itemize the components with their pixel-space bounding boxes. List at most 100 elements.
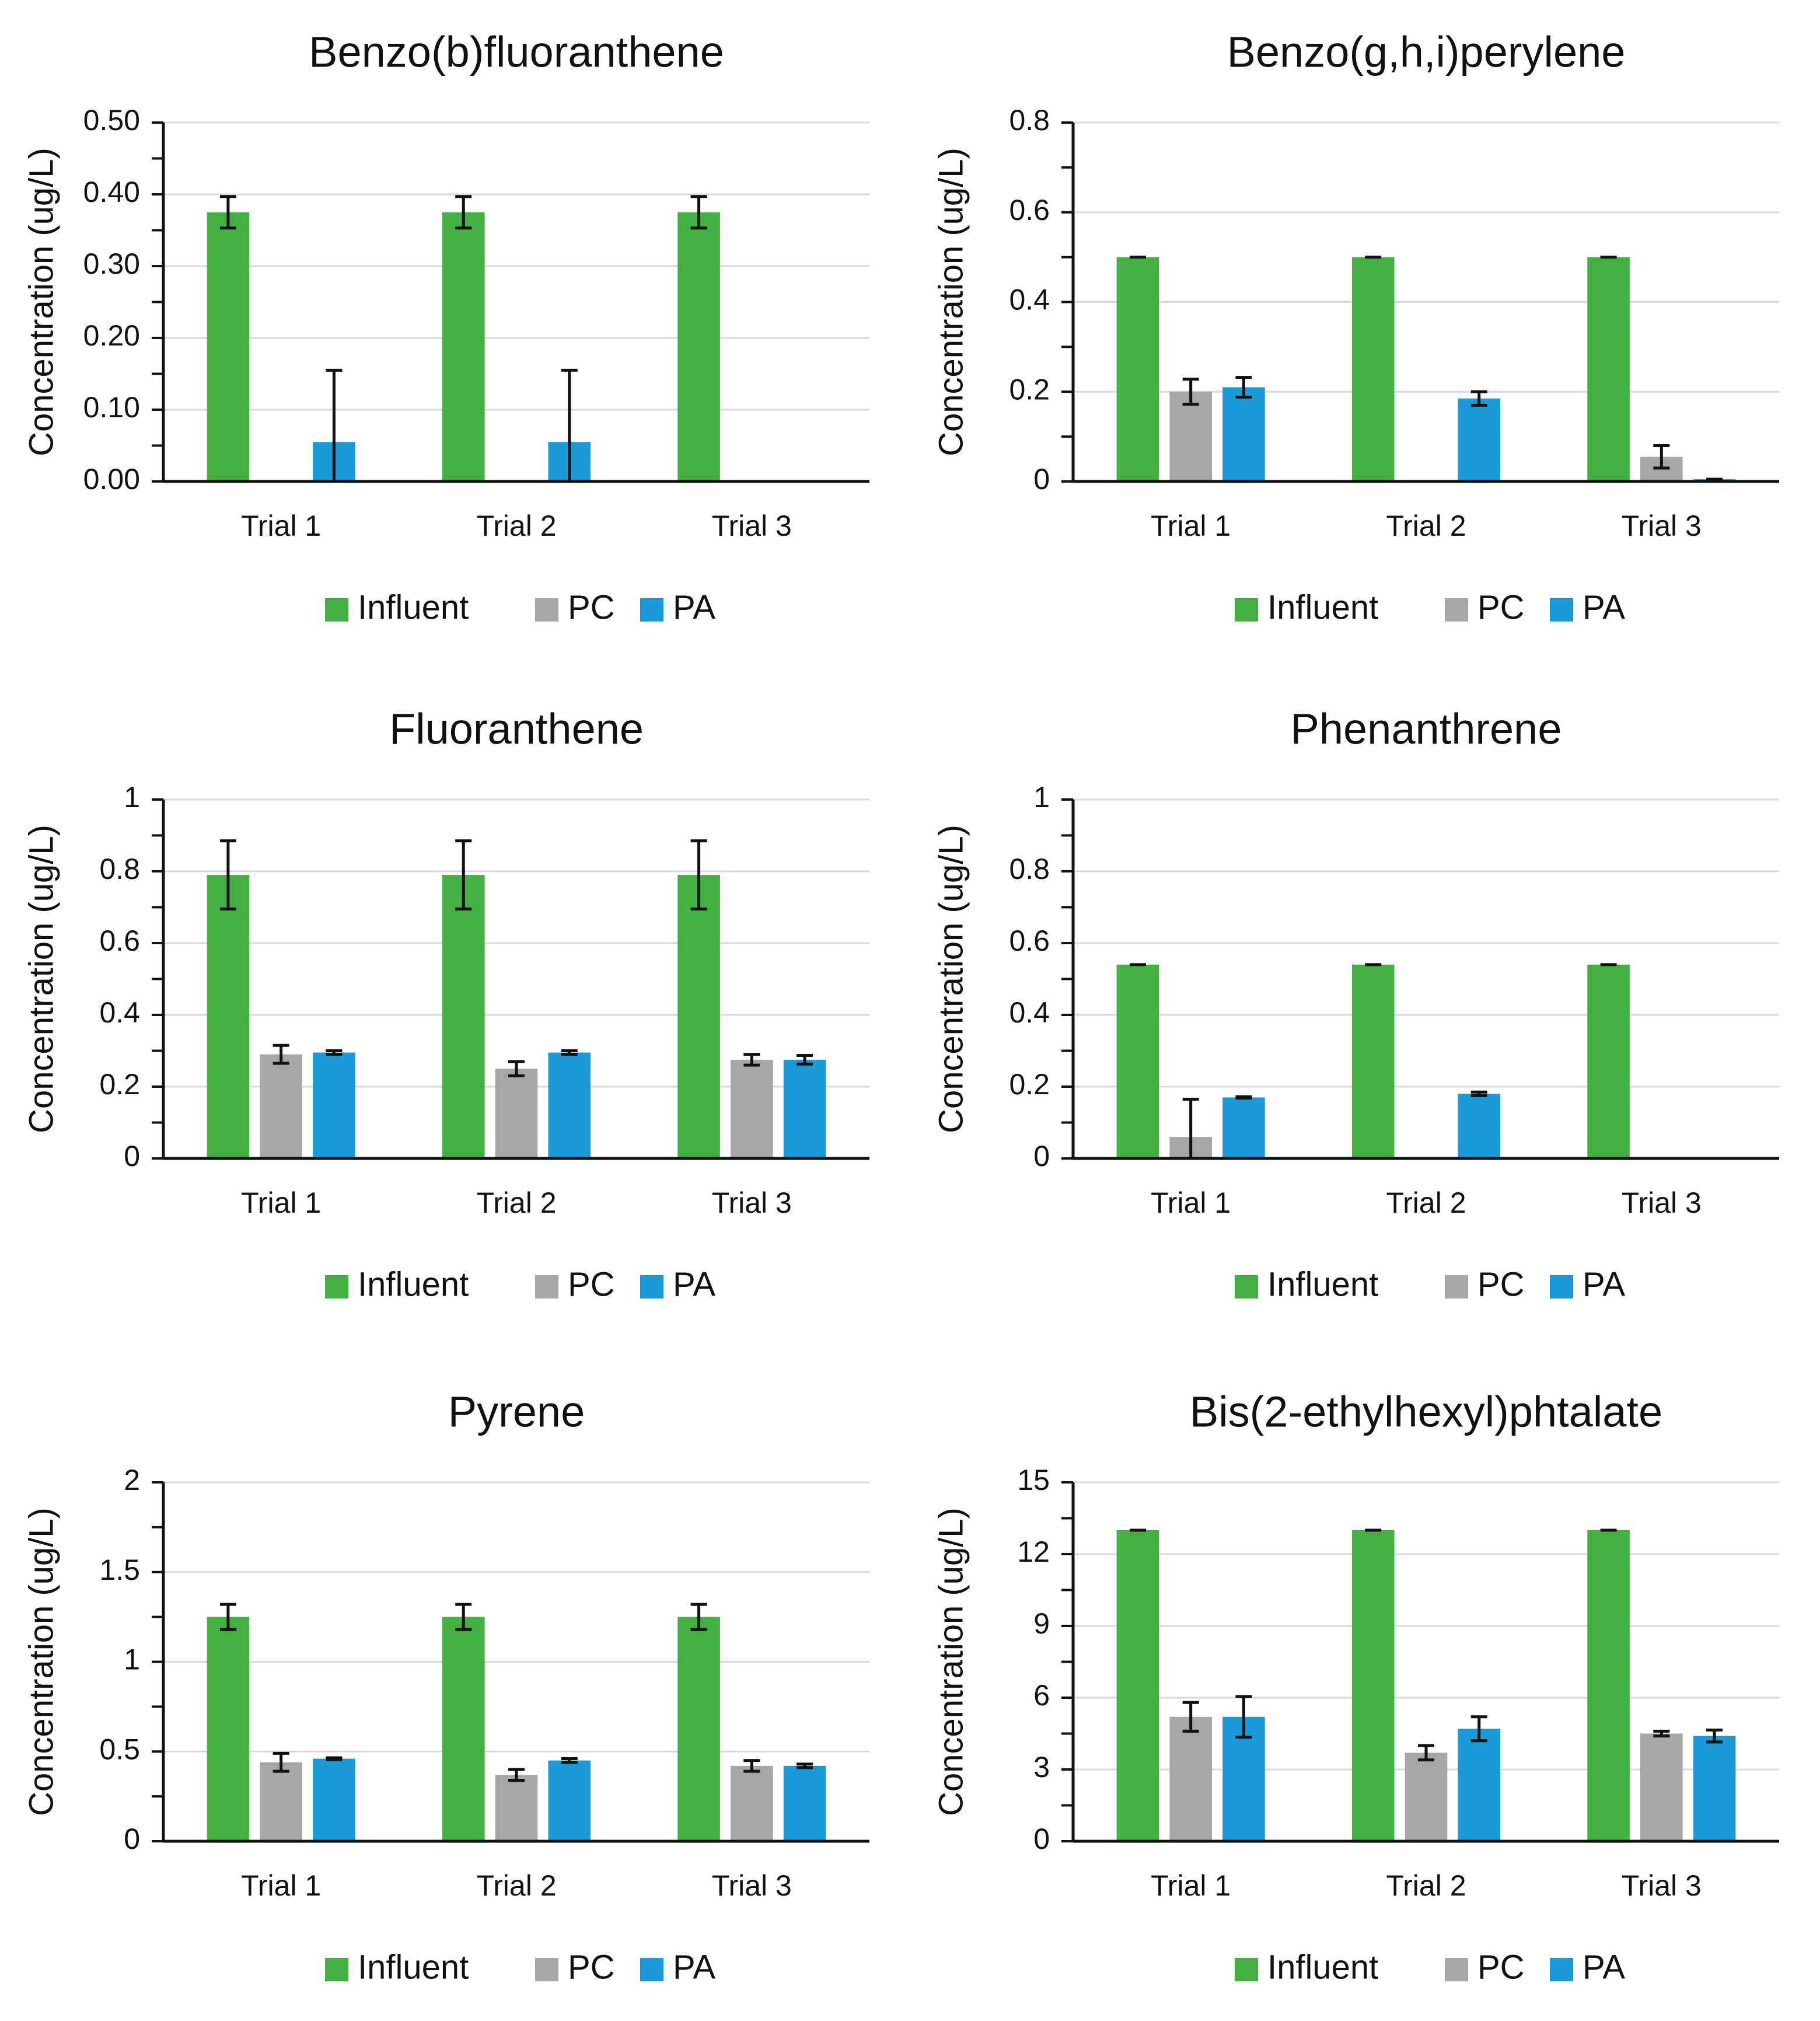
legend: Influent PC PA xyxy=(1235,1265,1625,1303)
bar-pa-2 xyxy=(548,1052,591,1158)
error-bar-pc-3 xyxy=(743,1759,760,1773)
legend-swatch xyxy=(535,1275,558,1299)
y-tick-label: 9 xyxy=(1033,1607,1050,1640)
bars xyxy=(207,1603,826,1841)
legend: Influent PC PA xyxy=(325,1265,715,1303)
legend-item-pc: PC xyxy=(1445,1265,1525,1303)
y-tick-label: 0.8 xyxy=(1009,853,1050,885)
x-category-label: Trial 2 xyxy=(476,509,556,542)
legend-item-pc: PC xyxy=(535,588,615,626)
legend-item-pa: PA xyxy=(1550,1265,1625,1303)
chart-title: Bis(2-ethylhexyl)phtalate xyxy=(1190,1388,1662,1436)
legend-swatch xyxy=(1235,1275,1258,1299)
y-axis-title: Concentration (ug/L) xyxy=(932,148,970,456)
error-bar-pa-2 xyxy=(1470,1090,1487,1097)
error-bar-pc-2 xyxy=(508,1768,525,1782)
bar-pa-3 xyxy=(1693,1736,1736,1841)
bar-pa-2 xyxy=(548,1760,591,1841)
error-bar-pc-1 xyxy=(1182,1701,1199,1733)
legend-item-pc: PC xyxy=(1445,588,1525,626)
bar-influent-2 xyxy=(442,875,485,1158)
x-category-label: Trial 3 xyxy=(712,1869,792,1902)
error-bar-influent-2 xyxy=(455,195,472,230)
chart-svg: Fluoranthene Concentration (ug/L) 0 0.2 0.4 0… xyxy=(22,705,869,1303)
legend-item-pa: PA xyxy=(640,588,715,626)
error-bar-pa-3 xyxy=(797,1762,813,1769)
bar-influent-1 xyxy=(1116,1530,1159,1841)
y-tick-label: 0.8 xyxy=(1009,104,1050,137)
legend-item-pa: PA xyxy=(1550,588,1625,626)
error-bar-pa-2 xyxy=(561,1049,578,1056)
y-tick-label: 0 xyxy=(1033,1823,1050,1855)
y-axis-title: Concentration (ug/L) xyxy=(932,825,970,1133)
bar-pa-1 xyxy=(1222,1097,1265,1158)
bar-influent-1 xyxy=(1116,964,1159,1158)
error-bar-pc-1 xyxy=(273,1751,289,1773)
bar-influent-1 xyxy=(207,1617,250,1841)
legend-item-pa: PA xyxy=(640,1265,715,1303)
legend: Influent PC PA xyxy=(325,1948,715,1986)
legend-swatch xyxy=(1235,1958,1258,1981)
legend-item-pc: PC xyxy=(535,1265,615,1303)
bar-pc-2 xyxy=(495,1069,538,1158)
y-tick-label: 6 xyxy=(1033,1679,1050,1712)
bar-pc-2 xyxy=(1405,1753,1448,1841)
error-bar-pc-3 xyxy=(743,1053,760,1067)
error-bar-pc-3 xyxy=(1653,1729,1670,1738)
chart-svg: Phenanthrene Concentration (ug/L) 0 0.2 0.4 0… xyxy=(932,705,1779,1303)
y-tick-label: 15 xyxy=(1017,1464,1050,1496)
bar-pc-2 xyxy=(495,1775,538,1841)
y-axis-title: Concentration (ug/L) xyxy=(22,148,60,456)
bar-pa-1 xyxy=(1222,387,1265,481)
legend-swatch xyxy=(1445,598,1468,622)
error-bar-pa-2 xyxy=(561,1757,578,1764)
legend-item-influent: Influent xyxy=(1235,588,1378,626)
x-category-label: Trial 3 xyxy=(1622,509,1702,542)
bar-influent-2 xyxy=(442,1617,485,1841)
legend-swatch xyxy=(1445,1275,1468,1299)
x-category-label: Trial 1 xyxy=(1151,509,1231,542)
bar-influent-3 xyxy=(677,212,720,481)
y-tick-label: 0.4 xyxy=(1009,996,1050,1029)
bar-influent-1 xyxy=(207,212,250,481)
legend-item-influent: Influent xyxy=(325,1948,469,1986)
y-tick-label: 1.5 xyxy=(99,1554,140,1586)
bar-pc-1 xyxy=(260,1762,302,1841)
legend-swatch xyxy=(640,1275,663,1299)
error-bar-pa-1 xyxy=(1235,1095,1252,1100)
bars xyxy=(1116,256,1736,481)
legend-item-influent: Influent xyxy=(1235,1265,1378,1303)
x-category-label: Trial 2 xyxy=(1386,509,1466,542)
y-tick-label: 0.2 xyxy=(1009,373,1050,406)
bar-pc-3 xyxy=(1640,1733,1683,1841)
chart-svg: Bis(2-ethylhexyl)phtalate Concentration (… xyxy=(932,1388,1779,1986)
legend-swatch xyxy=(1550,1275,1573,1299)
chart-panel-benzo-b-fluoranthene: Benzo(b)fluoranthene Concentration (ug/L)… xyxy=(0,0,910,677)
legend-label: PC xyxy=(568,588,615,626)
error-bar-influent-1 xyxy=(219,839,236,911)
y-tick-label: 0 xyxy=(1033,1140,1050,1172)
legend-label: PA xyxy=(1583,1948,1625,1986)
bar-influent-1 xyxy=(207,875,250,1158)
gridlines xyxy=(163,798,869,1088)
error-bar-influent-2 xyxy=(455,1603,472,1631)
legend-item-pc: PC xyxy=(1445,1948,1525,1986)
y-axis-title: Concentration (ug/L) xyxy=(932,1507,970,1816)
legend-label: PA xyxy=(1583,1265,1625,1303)
bar-influent-3 xyxy=(1587,964,1630,1158)
y-tick-label: 0.2 xyxy=(1009,1068,1050,1101)
chart-title: Pyrene xyxy=(448,1388,585,1436)
chart-panel-fluoranthene: Fluoranthene Concentration (ug/L) 0 0.2 0.4 0… xyxy=(0,677,910,1360)
y-axis-title: Concentration (ug/L) xyxy=(22,1507,60,1816)
bar-influent-3 xyxy=(1587,1530,1630,1841)
bar-pc-3 xyxy=(731,1059,773,1158)
gridlines xyxy=(163,121,869,411)
bar-influent-2 xyxy=(1351,964,1395,1158)
error-bar-influent-1 xyxy=(219,1603,236,1631)
legend-label: PA xyxy=(673,1948,715,1986)
y-tick-label: 0.50 xyxy=(83,104,140,137)
legend-item-influent: Influent xyxy=(325,1265,469,1303)
y-tick-label: 0 xyxy=(124,1140,140,1172)
legend-label: PC xyxy=(568,1265,615,1303)
